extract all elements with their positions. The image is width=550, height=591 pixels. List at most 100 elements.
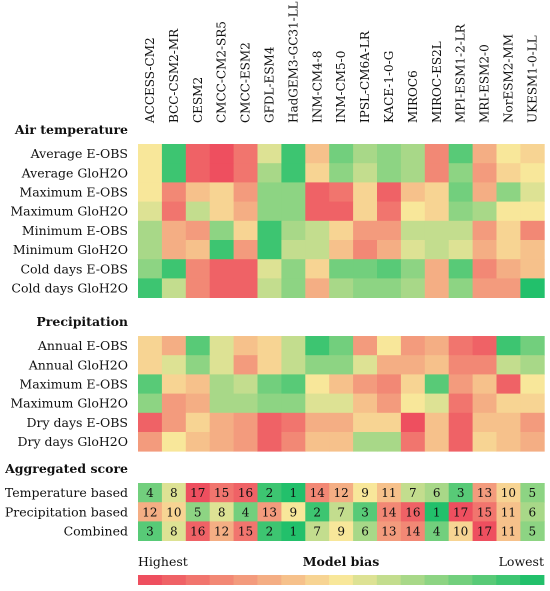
heatmap-cell (377, 259, 402, 279)
heatmap-cell (520, 144, 545, 164)
legend-swatch (472, 575, 497, 585)
heatmap-cell (400, 278, 426, 298)
heatmap-cell (424, 163, 450, 183)
heatmap-cell (161, 220, 187, 241)
heatmap-cell (424, 144, 450, 164)
heatmap-cell (377, 336, 402, 356)
heatmap-cell (496, 163, 521, 183)
heatmap-cell (448, 521, 473, 541)
cell-value: 5 (194, 505, 202, 519)
heatmap-cell (377, 393, 402, 414)
heatmap-cell (209, 336, 234, 356)
heatmap-cell (472, 182, 497, 202)
heatmap-cell (424, 521, 450, 541)
heatmap-cell (233, 201, 258, 222)
heatmap-cell (138, 259, 163, 279)
cell-value: 8 (170, 525, 178, 539)
cell-value: 8 (218, 505, 226, 519)
heatmap-cell (448, 412, 473, 433)
row-label: Annual E-OBS (37, 338, 128, 353)
cell-value: 13 (477, 486, 492, 500)
heatmap-cell (138, 201, 163, 222)
legend-swatch (496, 575, 521, 585)
heatmap-cell (353, 201, 378, 222)
cell-value: 14 (381, 505, 397, 519)
heatmap-cell (305, 259, 330, 279)
heatmap-cell (257, 374, 282, 394)
cell-value: 2 (313, 505, 321, 519)
heatmap-cell (353, 182, 378, 202)
heatmap-cell (329, 412, 354, 433)
heatmap-cell (257, 521, 282, 541)
heatmap-cell (400, 163, 426, 183)
heatmap-cell (496, 412, 521, 433)
heatmap-cell (161, 393, 187, 414)
cell-value: 4 (146, 486, 154, 500)
heatmap-cell (305, 483, 330, 503)
legend-swatch (138, 575, 163, 585)
heatmap-sections: Air temperature Average E-OBS Average GloH… (4, 122, 545, 541)
cell-value: 6 (433, 486, 441, 500)
column-label: KACE-1-0-G (382, 51, 396, 123)
heatmap-cell (377, 182, 402, 202)
legend-swatch (400, 575, 425, 585)
heatmap-cell (161, 483, 187, 503)
section-title: Aggregated score (4, 461, 128, 476)
heatmap-cell (520, 412, 545, 433)
heatmap-cell (305, 355, 330, 375)
cell-value: 9 (337, 525, 345, 539)
heatmap-cell (209, 355, 234, 375)
column-label: INM-CM5-0 (334, 51, 348, 123)
heatmap-cell (377, 502, 402, 522)
heatmap-cell (305, 240, 330, 260)
row-label: Cold days GloH2O (11, 281, 128, 296)
heatmap-cell (257, 412, 282, 433)
row-label: Cold days E-OBS (20, 261, 128, 276)
heatmap-cell (233, 355, 258, 375)
heatmap-cell (496, 201, 521, 222)
heatmap-cell (448, 182, 473, 202)
heatmap-cell (377, 144, 402, 164)
cell-value: 14 (405, 525, 421, 539)
heatmap-cell (329, 393, 354, 414)
heatmap-cell (424, 432, 450, 452)
heatmap-cell (305, 412, 330, 433)
cell-value: 13 (262, 505, 277, 519)
heatmap-cell (400, 502, 426, 522)
cell-value: 1 (290, 486, 298, 500)
heatmap-cell (472, 393, 497, 414)
heatmap-cell (233, 393, 258, 414)
heatmap-cell (496, 393, 521, 414)
cell-value: 12 (334, 486, 349, 500)
heatmap-cell (305, 144, 330, 164)
heatmap-cell (400, 144, 426, 164)
cell-value: 15 (214, 486, 229, 500)
heatmap-cell (329, 374, 354, 394)
heatmap-cell (281, 336, 306, 356)
column-label: MIROC-ES2L (430, 41, 444, 123)
heatmap-cell (472, 201, 497, 222)
heatmap-cell (520, 163, 545, 183)
heatmap-cell (448, 374, 473, 394)
heatmap-cell (353, 144, 378, 164)
row-label: Combined (64, 524, 128, 539)
heatmap-cell (281, 432, 306, 452)
heatmap-cell (424, 220, 450, 241)
legend-swatch (257, 575, 282, 585)
heatmap-cell (520, 502, 545, 522)
heatmap-cell (138, 483, 163, 503)
heatmap-cell (448, 355, 473, 375)
heatmap-cell (185, 240, 211, 260)
heatmap-cell (424, 278, 450, 298)
heatmap-cell (520, 259, 545, 279)
heatmap-cell (185, 432, 211, 452)
column-label: MIROC6 (406, 70, 420, 123)
heatmap-cell (377, 432, 402, 452)
heatmap-cell (424, 259, 450, 279)
heatmap-cell (448, 483, 473, 503)
row-label: Maximum E-OBS (19, 185, 128, 200)
heatmap-cell (329, 483, 354, 503)
heatmap-cell (353, 483, 378, 503)
heatmap-cell (448, 336, 473, 356)
